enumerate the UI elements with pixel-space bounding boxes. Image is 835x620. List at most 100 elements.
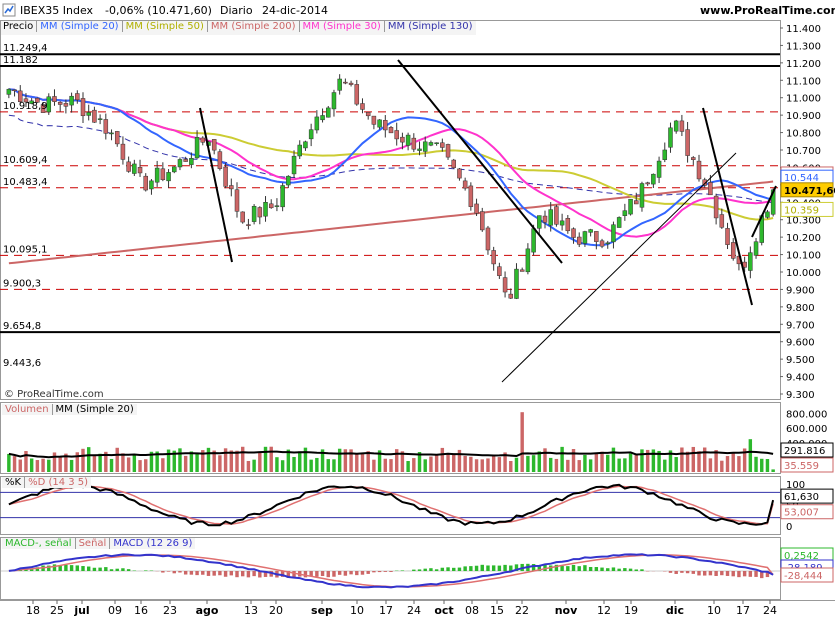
macd-hist-bar xyxy=(463,566,467,571)
macd-hist-bar xyxy=(423,568,427,571)
volume-bar xyxy=(457,449,462,472)
macd-hist-bar xyxy=(218,571,222,576)
macd-hist-bar xyxy=(429,568,433,571)
x-tick-label: 13 xyxy=(244,604,258,617)
change-text: -0,06% (10.471,60) xyxy=(105,4,212,17)
volume-bar xyxy=(18,459,22,472)
candle-body xyxy=(388,127,394,134)
x-tick-label: oct xyxy=(434,604,453,617)
candle-body xyxy=(286,175,291,186)
candle-body xyxy=(303,141,308,149)
level-label: 10.609,4 xyxy=(3,155,48,166)
macd-hist-bar xyxy=(69,565,74,571)
volume-bar xyxy=(320,449,325,472)
volume-bar xyxy=(594,452,599,472)
candle-body xyxy=(531,228,536,253)
volume-bar xyxy=(434,454,439,472)
candle-body xyxy=(371,115,377,125)
candle-body xyxy=(280,185,285,208)
volume-bar xyxy=(406,461,410,472)
x-tick-label: 10 xyxy=(350,604,364,617)
x-tick-label: sep xyxy=(311,604,333,617)
candle-body xyxy=(451,159,456,168)
candle-body xyxy=(719,214,725,228)
macd-hist-bar xyxy=(514,564,519,571)
volume-bar xyxy=(469,456,473,472)
candle-body xyxy=(297,144,302,157)
stoch-badge xyxy=(780,504,834,520)
macd-hist-bar xyxy=(383,571,388,572)
macd-hist-bar xyxy=(623,568,627,571)
volume-axis: 800.000600.000400.000200.000291.81635.55… xyxy=(780,410,834,473)
volume-bar xyxy=(104,451,108,472)
candle-body xyxy=(143,175,148,191)
candle-body xyxy=(103,119,109,134)
macd-hist-bar xyxy=(640,569,644,571)
macd-hist-bar xyxy=(600,567,604,571)
macd-hist-bar xyxy=(212,571,216,576)
macd-hist-bar xyxy=(92,567,97,571)
volume-bar xyxy=(412,458,416,472)
candle-body xyxy=(120,143,126,160)
candle-body xyxy=(554,206,559,225)
macd-hist-bar xyxy=(109,569,114,571)
x-tick-label: 20 xyxy=(269,604,283,617)
volume-bar xyxy=(491,455,496,472)
candle-body xyxy=(753,241,759,256)
volume-bar xyxy=(600,451,604,472)
candle-body xyxy=(29,100,34,104)
candle-body xyxy=(651,173,656,185)
candle-body xyxy=(234,189,240,212)
candle-body xyxy=(52,96,57,102)
macd-hist-bar xyxy=(417,569,422,571)
volume-bar xyxy=(720,460,724,472)
ma200-line xyxy=(8,180,774,265)
x-tick-label: 12 xyxy=(597,604,611,617)
legend-ma20: MM (Simple 20) xyxy=(36,21,121,32)
volume-bar xyxy=(315,457,319,472)
volume-bar xyxy=(651,449,656,472)
macd-hist-bar xyxy=(246,571,251,578)
macd-hist-bar xyxy=(235,571,239,578)
macd-hist-bar xyxy=(372,571,376,573)
legend-ma130: MM (Simple 130) xyxy=(383,21,476,32)
stoch-tick-label: 0 xyxy=(786,522,792,533)
macd-hist-bar xyxy=(161,571,165,573)
volume-ma-line xyxy=(8,450,774,459)
macd-hist-bar xyxy=(195,571,199,576)
header-icon xyxy=(2,3,16,17)
candle-body xyxy=(109,132,114,135)
candle-body xyxy=(137,167,143,174)
macd-hist-bar xyxy=(434,569,439,571)
candle-body xyxy=(502,277,508,293)
volume-bar xyxy=(166,449,171,472)
volume-bar xyxy=(360,453,365,472)
price-tick-label: 9.600 xyxy=(786,338,815,349)
volume-bar xyxy=(201,450,205,472)
volume-badge xyxy=(780,457,834,473)
price-tick-label: 9.800 xyxy=(786,303,815,314)
x-tick-label: jul xyxy=(73,604,89,617)
candle-body xyxy=(46,96,52,113)
candle-body xyxy=(594,231,599,242)
volume-bar xyxy=(286,449,291,472)
volume-bar xyxy=(98,453,102,472)
volume-bar xyxy=(628,453,633,472)
x-tick-label: 17 xyxy=(736,604,750,617)
volume-bar xyxy=(263,446,268,472)
volume-bar xyxy=(708,458,713,472)
candle-body xyxy=(126,161,131,172)
candle-body xyxy=(240,211,245,223)
macd-hist-bar xyxy=(269,571,273,577)
candle-body xyxy=(217,151,223,169)
price-legend: Precio MM (Simple 20) MM (Simple 50) MM (Si… xyxy=(0,21,476,35)
volume-bar xyxy=(417,452,422,472)
legend-price: Precio xyxy=(3,21,34,32)
candle-body xyxy=(365,112,371,117)
volume-bar xyxy=(663,459,667,472)
volume-bar xyxy=(75,452,80,472)
candle-body xyxy=(154,167,160,183)
candle-body xyxy=(485,227,491,251)
